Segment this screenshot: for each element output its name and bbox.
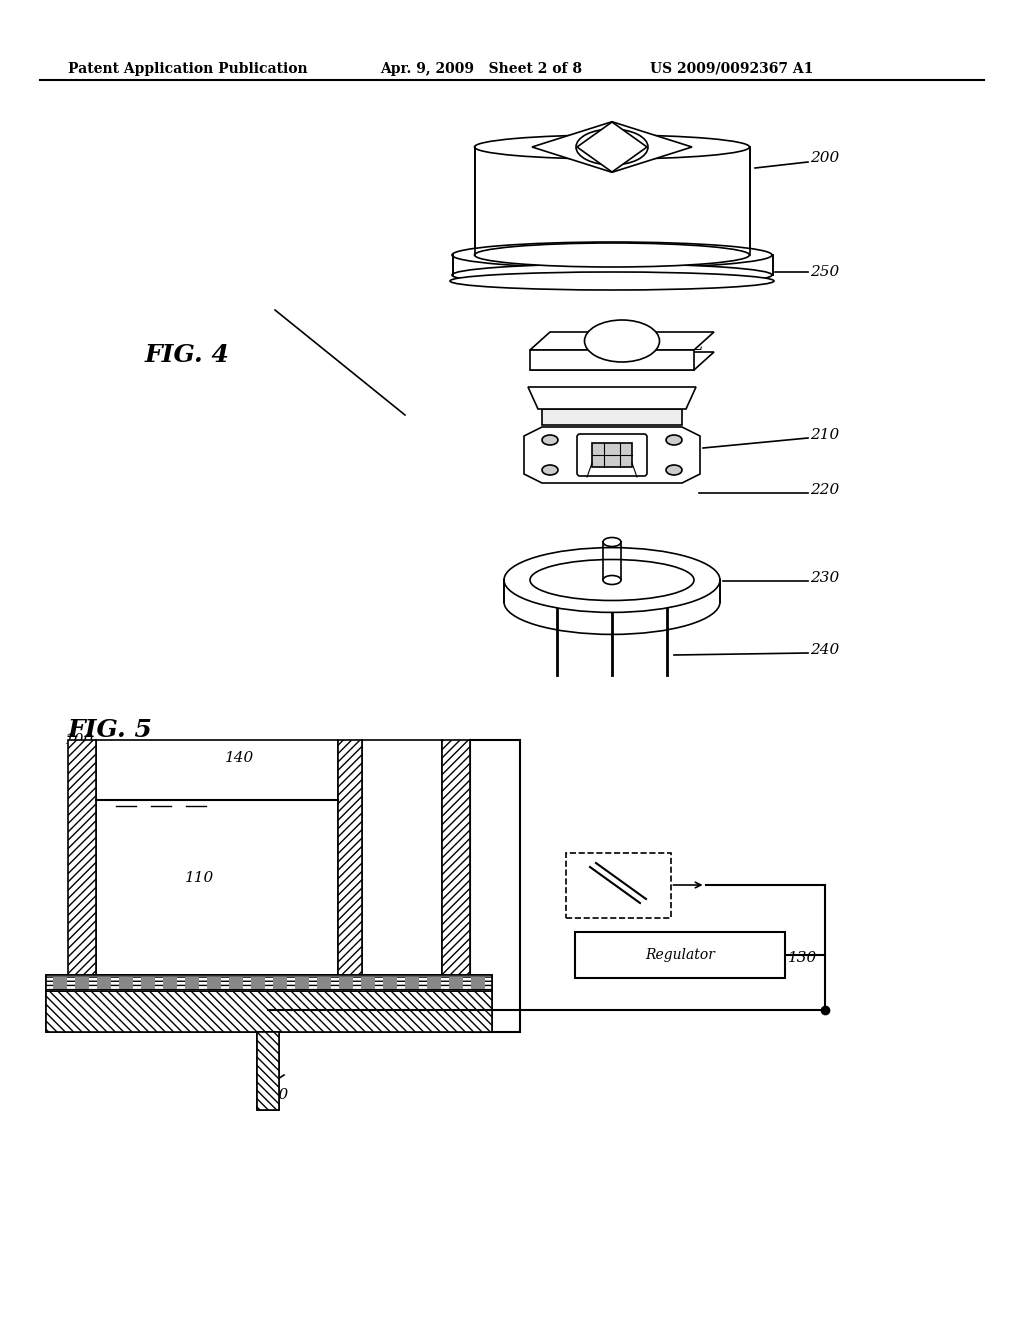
Polygon shape [185,977,199,989]
Polygon shape [46,975,492,1032]
Polygon shape [53,977,67,989]
Polygon shape [68,741,96,975]
FancyBboxPatch shape [577,434,647,477]
Text: 110: 110 [185,871,214,884]
Ellipse shape [603,576,621,585]
Ellipse shape [504,570,720,635]
Text: 100: 100 [65,733,94,747]
Polygon shape [46,991,492,1032]
Polygon shape [530,333,714,350]
Polygon shape [577,121,647,172]
Text: 250: 250 [810,265,840,279]
Text: 230: 230 [810,572,840,585]
Ellipse shape [450,272,774,290]
Text: L: L [690,337,702,354]
Polygon shape [427,977,441,989]
Ellipse shape [603,537,621,546]
Ellipse shape [452,264,772,286]
Polygon shape [257,1032,279,1110]
Ellipse shape [504,548,720,612]
Polygon shape [449,977,463,989]
Polygon shape [575,932,785,978]
Ellipse shape [585,319,659,362]
Ellipse shape [542,465,558,475]
Ellipse shape [452,242,772,268]
Polygon shape [532,121,692,173]
Polygon shape [471,977,485,989]
Ellipse shape [575,129,648,165]
Polygon shape [524,426,700,483]
Text: 220: 220 [810,483,840,498]
Polygon shape [530,350,694,370]
Polygon shape [504,579,720,602]
Polygon shape [163,977,177,989]
Polygon shape [528,387,696,409]
Polygon shape [362,741,442,975]
Polygon shape [119,977,133,989]
Polygon shape [273,977,287,989]
Polygon shape [406,977,419,989]
Polygon shape [96,741,338,975]
Text: 240: 240 [810,643,840,657]
Polygon shape [442,741,470,975]
Polygon shape [251,977,265,989]
Text: 140: 140 [225,751,254,766]
Text: Apr. 9, 2009   Sheet 2 of 8: Apr. 9, 2009 Sheet 2 of 8 [380,62,582,77]
Ellipse shape [474,135,750,158]
Ellipse shape [542,436,558,445]
Polygon shape [361,977,375,989]
Text: 120: 120 [260,1088,289,1102]
Text: US 2009/0092367 A1: US 2009/0092367 A1 [650,62,813,77]
Polygon shape [453,255,773,275]
Polygon shape [257,1032,279,1110]
Text: Regulator: Regulator [645,948,715,962]
Polygon shape [383,977,397,989]
Polygon shape [542,409,682,425]
Text: Patent Application Publication: Patent Application Publication [68,62,307,77]
Ellipse shape [474,243,750,267]
Ellipse shape [530,560,694,601]
Text: FIG. 4: FIG. 4 [145,343,229,367]
Text: 210: 210 [810,428,840,442]
Polygon shape [317,977,331,989]
Polygon shape [207,977,221,989]
Polygon shape [97,977,111,989]
Polygon shape [229,977,243,989]
Polygon shape [141,977,155,989]
Polygon shape [295,977,309,989]
Polygon shape [592,444,632,467]
Text: 200: 200 [810,150,840,165]
FancyBboxPatch shape [565,853,671,917]
Ellipse shape [666,465,682,475]
Polygon shape [530,352,714,370]
Ellipse shape [666,436,682,445]
Polygon shape [339,977,353,989]
Text: 130: 130 [788,950,817,965]
Polygon shape [475,147,750,255]
Polygon shape [46,975,492,991]
Polygon shape [75,977,89,989]
Polygon shape [338,741,362,975]
Text: FIG. 5: FIG. 5 [68,718,153,742]
